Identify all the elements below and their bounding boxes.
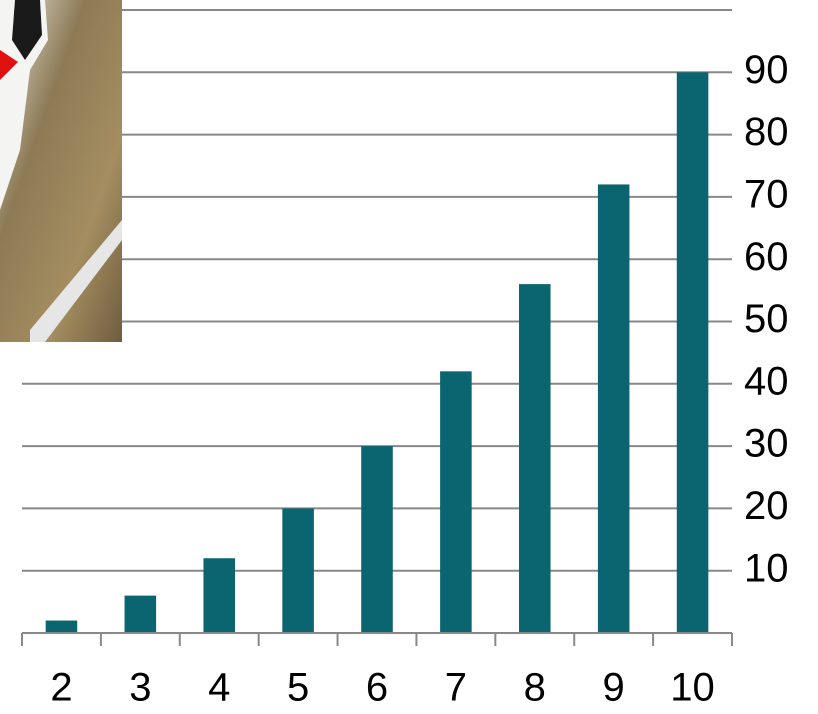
bar [282, 508, 314, 633]
y-tick-label: 80 [744, 110, 789, 154]
y-tick-label: 50 [744, 297, 789, 341]
y-tick-label: 20 [744, 484, 789, 528]
bar [440, 371, 472, 633]
x-tick-label: 6 [366, 666, 388, 710]
y-tick-label: 10 [744, 546, 789, 590]
bar [203, 558, 235, 633]
bar [361, 446, 393, 633]
photo-detail [12, 0, 42, 60]
bar [124, 595, 157, 633]
x-tick-label: 5 [287, 666, 309, 710]
bar [597, 184, 630, 633]
x-tick-label: 7 [445, 666, 467, 710]
x-tick-label: 3 [129, 666, 151, 710]
bar [45, 620, 78, 633]
y-tick-label: 30 [744, 422, 789, 466]
photo-detail [0, 50, 18, 80]
x-tick-label: 10 [670, 666, 715, 710]
x-tick-label: 8 [524, 666, 546, 710]
x-tick-label: 4 [208, 666, 230, 710]
y-tick-label: 40 [744, 359, 789, 403]
x-tick-label: 2 [50, 666, 72, 710]
photo-detail [30, 220, 122, 342]
y-tick-label: 70 [744, 172, 789, 216]
y-tick-label: 90 [744, 48, 789, 92]
bar [676, 72, 709, 634]
y-tick-label: 60 [744, 235, 789, 279]
photo-detail [0, 0, 48, 210]
bar [519, 284, 551, 633]
x-tick-label: 9 [603, 666, 625, 710]
